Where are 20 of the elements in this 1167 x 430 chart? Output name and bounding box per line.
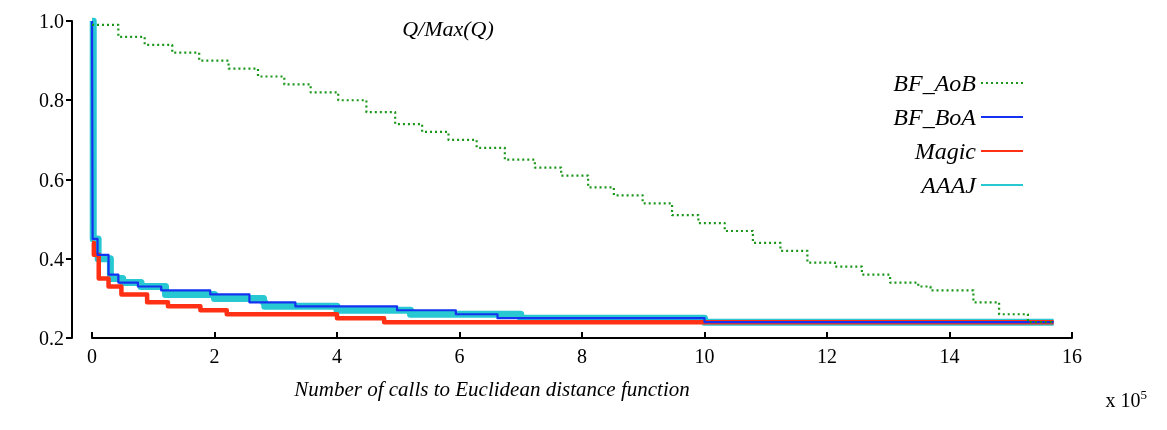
x-tick-label: 0 [87, 345, 97, 367]
x-axis-title: Number of calls to Euclidean distance function [293, 376, 690, 401]
y-tick-label: 0.6 [39, 168, 64, 191]
legend-label: BF_AoB [893, 70, 977, 96]
x-tick-label: 10 [694, 345, 715, 367]
y-tick-label: 0.8 [39, 89, 64, 112]
x-tick-label: 2 [209, 345, 220, 367]
x-tick-label: 14 [939, 345, 960, 367]
x-tick-label: 16 [1062, 345, 1082, 367]
x-tick-label: 8 [577, 345, 587, 367]
legend-label: AAAJ [919, 172, 978, 198]
y-tick-label: 0.4 [39, 247, 64, 270]
y-tick-label: 1.0 [39, 10, 64, 32]
y-tick-label: 0.2 [39, 327, 64, 349]
chart-title: Q/Max(Q) [402, 15, 494, 41]
legend-label: Magic [913, 138, 977, 164]
x-tick-label: 4 [332, 345, 342, 367]
x-tick-label: 12 [817, 345, 837, 367]
legend-label: BF_BoA [893, 104, 977, 130]
x-tick-label: 6 [454, 345, 465, 367]
